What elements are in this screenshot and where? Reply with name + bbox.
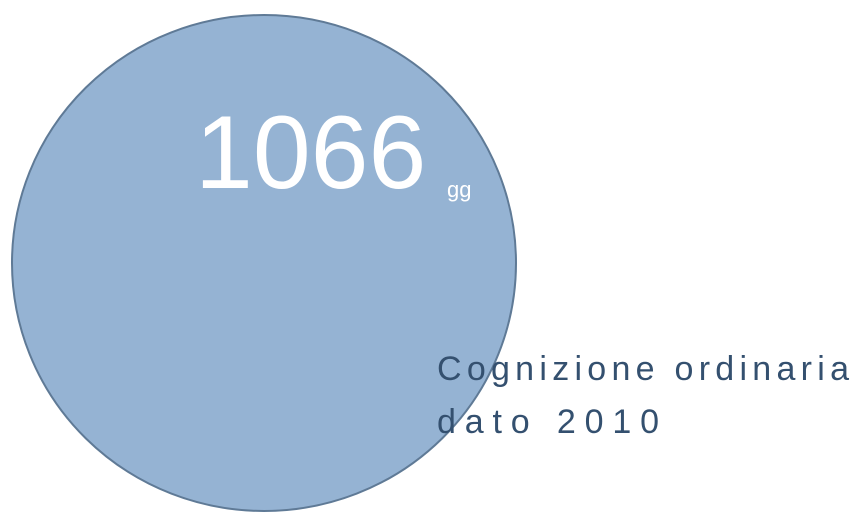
caption-line: Cognizione ordinaria	[437, 350, 849, 388]
caption-line: dato 2010	[437, 403, 659, 441]
value: 1066	[195, 95, 426, 211]
circle	[11, 14, 517, 512]
unit: gg	[447, 177, 471, 202]
